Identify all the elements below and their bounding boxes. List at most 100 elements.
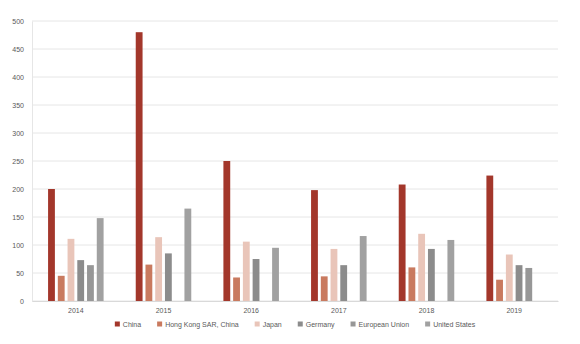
legend-item: Germany [298,321,335,329]
x-tick: 2018 [419,301,435,314]
bar [408,267,415,301]
y-tick: 0 [20,298,32,305]
y-tick-label: 400 [12,74,24,81]
bar [311,190,318,301]
bar [399,185,406,301]
plot: 0501001502002503003504004505002014201520… [12,18,558,314]
legend-label: Japan [263,321,282,329]
bar [58,276,65,301]
bar [321,276,328,301]
legend-swatch [298,322,303,327]
bar [136,32,143,301]
x-tick: 2015 [156,301,172,314]
bar [155,237,162,301]
y-tick: 200 [12,186,32,193]
bar [272,248,279,301]
x-tick: 2019 [506,301,522,314]
legend-item: European Union [351,321,410,329]
bar [223,161,230,301]
grid-line [32,189,558,190]
legend-label: Hong Kong SAR, China [165,321,239,329]
bar [331,249,338,301]
y-axis: 0 50 100 150 200 250 300 350 400 450 500 [12,18,32,305]
bar [496,280,503,301]
y-tick: 500 [12,18,32,25]
legend-swatch [425,322,430,327]
y-tick-label: 200 [12,186,24,193]
legend-item: Japan [255,321,282,329]
bar [525,268,532,301]
y-tick-label: 450 [12,46,24,53]
legend-item: United States [425,321,476,328]
y-tick: 450 [12,46,32,53]
y-tick: 250 [12,158,32,165]
y-tick-label: 100 [12,242,24,249]
grid-line [32,301,558,302]
y-tick-label: 150 [12,214,24,221]
x-axis: 2014 2015 2016 2017 2018 2019 [33,301,559,314]
legend-label: Germany [306,321,335,329]
y-tick-label: 300 [12,130,24,137]
grid-line [32,133,558,134]
x-tick-label: 2016 [243,307,259,314]
bar [87,265,94,301]
bar [68,239,75,301]
bar [233,277,240,301]
bar [165,253,172,301]
chart: 0501001502002503003504004505002014201520… [0,0,580,344]
x-tick-label: 2017 [331,307,347,314]
legend-swatch [351,322,356,327]
grid-line [32,217,558,218]
bar [184,209,191,301]
bar [506,255,513,301]
bars [48,32,532,301]
bar [486,176,493,301]
legend: China Hong Kong SAR, China Japan Germany Eur… [115,321,476,329]
bar [97,218,104,301]
legend-swatch [115,322,120,327]
grid-line [32,77,558,78]
legend-label: China [123,321,141,328]
grid-line [32,273,558,274]
bar [253,259,260,301]
bar [145,265,152,301]
grid-line [32,161,558,162]
y-tick-label: 350 [12,102,24,109]
x-tick: 2016 [243,301,259,314]
bar [360,236,367,301]
y-axis-line [32,22,33,302]
x-tick-label: 2015 [156,307,172,314]
y-tick-label: 0 [20,298,24,305]
bar [418,234,425,301]
y-tick: 100 [12,242,32,249]
y-tick-label: 250 [12,158,24,165]
y-tick: 150 [12,214,32,221]
bar [48,189,55,301]
bar [447,240,454,301]
bar [243,242,250,301]
bar [77,260,84,301]
y-tick-label: 50 [16,270,24,277]
legend-label: European Union [359,321,410,329]
y-tick: 50 [16,270,32,277]
x-tick: 2017 [331,301,347,314]
y-tick: 400 [12,74,32,81]
x-tick-label: 2014 [68,307,84,314]
x-axis-line [33,301,559,302]
y-tick: 300 [12,130,32,137]
bar [340,265,347,301]
bar [428,249,435,301]
x-tick: 2014 [68,301,84,314]
legend-label: United States [433,321,476,328]
y-tick: 350 [12,102,32,109]
grid-line [32,49,558,50]
x-tick-label: 2018 [419,307,435,314]
x-tick-label: 2019 [506,307,522,314]
bar [516,265,523,301]
legend-swatch [157,322,162,327]
grid-line [32,105,558,106]
grid-line [32,21,558,22]
grid [32,21,558,301]
legend-swatch [255,322,260,327]
grid-line [32,245,558,246]
